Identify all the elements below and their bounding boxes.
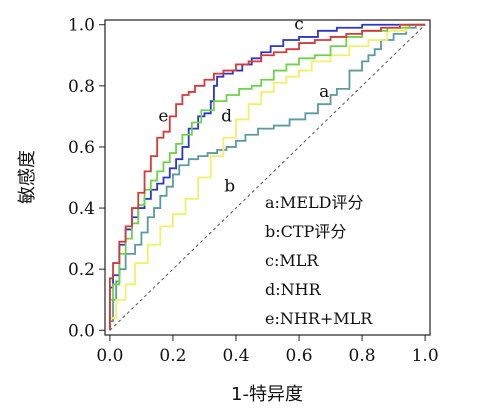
legend-entry-4: e:NHR+MLR <box>265 309 373 328</box>
y-tick-label: 1.0 <box>68 16 95 36</box>
y-tick-label: 0.0 <box>68 321 95 341</box>
y-tick-label: 0.8 <box>68 77 95 97</box>
legend-entry-1: b:CTP评分 <box>265 222 346 241</box>
curve-label-e: e <box>158 106 168 126</box>
x-tick-label: 0.6 <box>286 346 313 366</box>
legend-entry-0: a:MELD评分 <box>265 193 363 212</box>
series-b-line <box>108 23 426 331</box>
y-tick-label: 0.2 <box>68 260 95 280</box>
y-tick-label: 0.4 <box>68 199 95 219</box>
y-axis-title: 敏感度 <box>17 150 38 204</box>
reference-diagonal-line <box>109 24 426 331</box>
x-tick-label: 0.4 <box>222 346 249 366</box>
curve-label-layer: a b c d e <box>158 15 329 197</box>
legend: a:MELD评分 b:CTP评分 c:MLR d:NHR e:NHR+MLR <box>265 193 373 328</box>
curve-label-b: b <box>224 177 235 197</box>
plot-frame <box>104 19 431 336</box>
x-tick-label: 0.8 <box>349 346 376 366</box>
series-e-line <box>108 23 426 331</box>
y-tick-label: 0.6 <box>68 138 95 158</box>
curve-label-a: a <box>319 82 329 102</box>
reference-line-layer <box>109 24 426 331</box>
legend-entry-3: d:NHR <box>265 280 322 299</box>
series-d-line <box>108 23 426 331</box>
series-layer <box>108 23 426 331</box>
series-a-line <box>108 23 426 331</box>
axis-layer: 0.0 0.2 0.4 0.6 0.8 1.0 0.0 0.2 0.4 0.6 0.8 1.0 <box>68 16 439 366</box>
plot-area-border <box>104 19 431 336</box>
x-tick-label: 0.2 <box>159 346 186 366</box>
x-tick-label: 0.0 <box>96 346 123 366</box>
x-tick-label: 1.0 <box>412 346 439 366</box>
curve-label-c: c <box>294 15 304 35</box>
curve-label-d: d <box>221 106 232 126</box>
x-axis-title: 1-特异度 <box>231 384 303 405</box>
legend-entry-2: c:MLR <box>265 251 319 270</box>
